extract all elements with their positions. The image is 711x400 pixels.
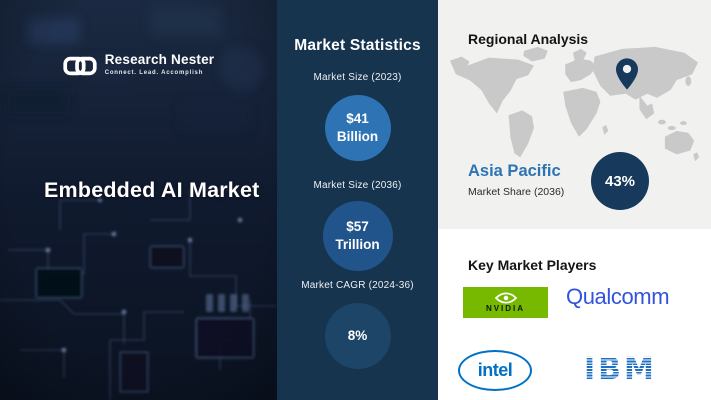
region-name: Asia Pacific — [468, 162, 561, 180]
market-statistics-panel: Market Statistics Market Size (2023) $41… — [277, 0, 438, 400]
market-size-2023-value: $41 — [346, 111, 369, 127]
qualcomm-logo: Qualcomm — [566, 284, 670, 309]
market-share-value: 43% — [604, 172, 636, 190]
intel-wordmark: intel — [477, 359, 513, 380]
market-share-label: Market Share (2036) — [468, 186, 565, 198]
nvidia-logo: NVIDIA — [463, 287, 548, 318]
market-size-2036-unit: Trillion — [335, 237, 380, 252]
market-statistics-title: Market Statistics — [294, 36, 421, 54]
market-size-2023-label: Market Size (2023) — [313, 72, 402, 83]
brand-name: Research Nester — [104, 52, 215, 67]
market-size-2023-unit: Billion — [336, 129, 379, 144]
regional-analysis-title: Regional Analysis — [468, 30, 589, 47]
market-share-bubble: 43% — [591, 152, 649, 210]
brand-text: Research Nester Connect. Lead. Accomplis… — [105, 52, 215, 76]
market-size-2036-value: $57 — [346, 219, 369, 235]
chain-link-icon — [63, 56, 97, 76]
circuit-board-image — [0, 0, 277, 400]
nvidia-eye-icon — [494, 292, 517, 304]
world-map — [449, 46, 700, 162]
ibm-logo: IBM — [584, 352, 657, 387]
market-size-2036-label: Market Size (2036) — [313, 180, 402, 191]
market-cagr-value: 8% — [347, 328, 368, 344]
nvidia-wordmark: NVIDIA — [485, 304, 526, 313]
location-pin-icon — [616, 58, 638, 90]
intel-logo: intel — [458, 350, 532, 391]
market-cagr-bubble: 8% — [324, 303, 391, 369]
page-title: Embedded AI Market — [44, 178, 260, 203]
market-size-2036-bubble: $57 Trillion — [322, 201, 393, 271]
brand-tagline: Connect. Lead. Accomplish — [104, 69, 204, 76]
key-players-title: Key Market Players — [468, 256, 597, 273]
hero-section: Research Nester Connect. Lead. Accomplis… — [0, 0, 277, 400]
market-cagr-label: Market CAGR (2024-36) — [301, 280, 414, 291]
market-size-2023-bubble: $41 Billion — [324, 95, 391, 161]
regional-analysis-section: Regional Analysis — [438, 0, 711, 229]
key-players-section: Key Market Players NVIDIA Qualcomm intel… — [438, 231, 711, 400]
brand-logo: Research Nester Connect. Lead. Accomplis… — [0, 52, 277, 78]
